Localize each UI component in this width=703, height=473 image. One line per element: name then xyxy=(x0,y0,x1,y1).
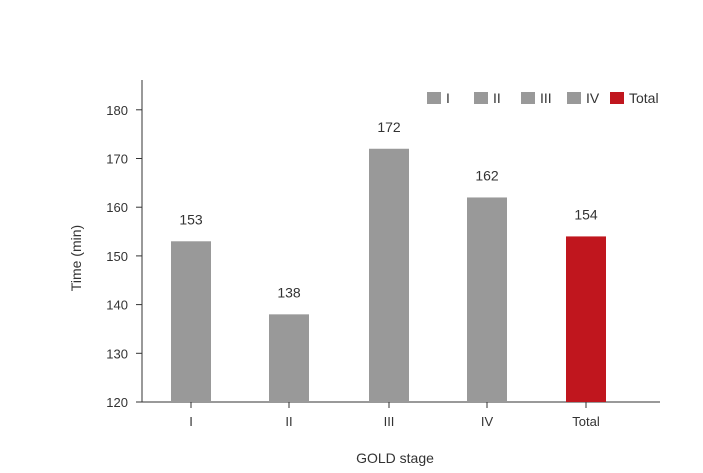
value-labels: 153 138 172 162 154 xyxy=(179,119,598,301)
data-label: 153 xyxy=(179,211,203,227)
y-axis: 120 130 140 150 160 170 180 xyxy=(106,80,143,410)
x-tick-label: II xyxy=(285,414,292,429)
y-tick-label: 180 xyxy=(106,103,128,118)
legend-swatch xyxy=(521,92,535,104)
legend: I II III IV Total xyxy=(427,90,659,106)
legend-label: II xyxy=(493,90,501,106)
x-tick-label: III xyxy=(384,414,395,429)
data-label: 172 xyxy=(377,119,401,135)
bar xyxy=(566,236,606,402)
data-label: 162 xyxy=(475,167,499,183)
y-tick-label: 170 xyxy=(106,152,128,167)
y-tick-label: 160 xyxy=(106,200,128,215)
x-tick-label: IV xyxy=(481,414,494,429)
x-axis-title: GOLD stage xyxy=(356,450,434,466)
legend-label: Total xyxy=(629,90,659,106)
legend-swatch xyxy=(474,92,488,104)
x-tick-label: Total xyxy=(572,414,600,429)
legend-label: III xyxy=(540,90,552,106)
bar xyxy=(467,197,507,402)
y-tick-label: 140 xyxy=(106,298,128,313)
bar xyxy=(171,241,211,402)
legend-label: I xyxy=(446,90,450,106)
y-tick-label: 150 xyxy=(106,249,128,264)
x-axis: I II III IV Total xyxy=(142,401,660,429)
bars xyxy=(171,148,606,402)
y-tick-label: 120 xyxy=(106,395,128,410)
y-axis-title: Time (min) xyxy=(68,225,84,291)
legend-swatch xyxy=(610,92,624,104)
legend-swatch xyxy=(427,92,441,104)
data-label: 138 xyxy=(277,284,301,300)
data-label: 154 xyxy=(574,206,598,222)
x-tick-label: I xyxy=(189,414,193,429)
bar xyxy=(369,148,409,402)
bar xyxy=(269,314,309,402)
y-tick-label: 130 xyxy=(106,346,128,361)
legend-swatch xyxy=(567,92,581,104)
legend-label: IV xyxy=(586,90,600,106)
